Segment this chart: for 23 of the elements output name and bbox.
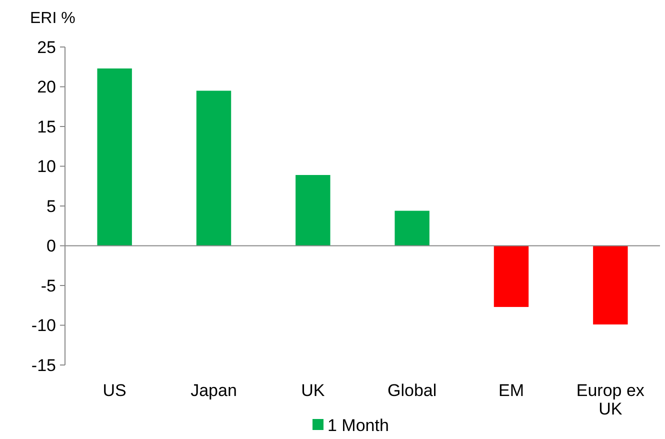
x-tick-label: US: [102, 381, 126, 400]
y-tick-label: 0: [46, 236, 56, 256]
x-tick-label: Europ ex UK: [576, 381, 645, 419]
y-tick-label: -10: [31, 316, 56, 336]
y-tick-label: 10: [37, 157, 56, 176]
y-tick-label: -5: [40, 276, 56, 296]
y-tick-label: 5: [46, 196, 56, 216]
y-tick-label: -15: [31, 356, 56, 375]
bar: [593, 246, 628, 324]
bar: [97, 68, 132, 246]
y-axis-title: ERI %: [30, 10, 76, 27]
y-tick-label: 15: [37, 117, 56, 136]
bar: [296, 174, 330, 246]
x-tick-label: UK: [301, 381, 326, 400]
x-tick-label: Global: [388, 381, 437, 400]
y-tick-label: 25: [37, 38, 56, 57]
bar: [196, 90, 232, 246]
bar: [494, 246, 529, 307]
y-tick-label: 20: [37, 78, 56, 97]
x-tick-label: Japan: [190, 381, 237, 400]
legend-label: 1 Month: [328, 416, 389, 435]
bar: [394, 210, 430, 246]
x-tick-label: EM: [498, 381, 524, 400]
